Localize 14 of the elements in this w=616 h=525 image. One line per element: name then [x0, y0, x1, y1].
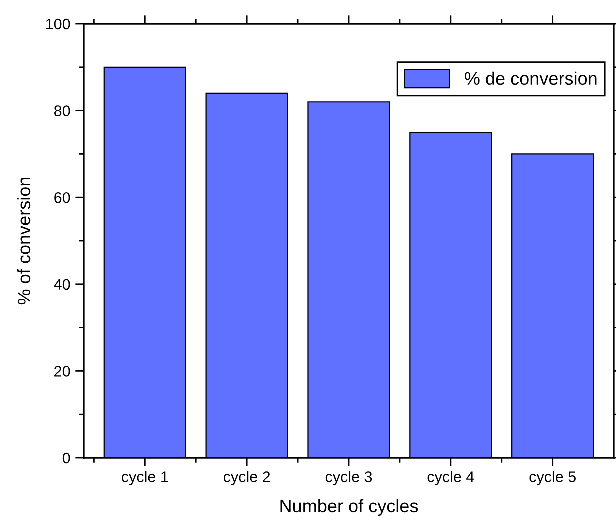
y-tick-label: 80 — [54, 106, 70, 116]
y-tick-label: 0 — [62, 452, 70, 464]
y-tick-label: 100 — [46, 18, 70, 30]
x-tick-label: cycle 2 — [224, 471, 270, 486]
y-tick-label: 20 — [54, 366, 70, 377]
legend-label: % de conversion — [465, 72, 597, 86]
x-axis-title: Number of cycles — [280, 499, 418, 516]
y-axis-title: % of conversion — [17, 178, 31, 305]
x-tick-label: cycle 5 — [530, 471, 576, 486]
y-tick-label: 60 — [54, 192, 70, 204]
x-tick-label: cycle 3 — [326, 471, 372, 486]
x-tick-label: cycle 4 — [428, 471, 474, 486]
y-tick-label: 40 — [54, 279, 70, 290]
x-tick-label: cycle 1 — [122, 471, 168, 486]
